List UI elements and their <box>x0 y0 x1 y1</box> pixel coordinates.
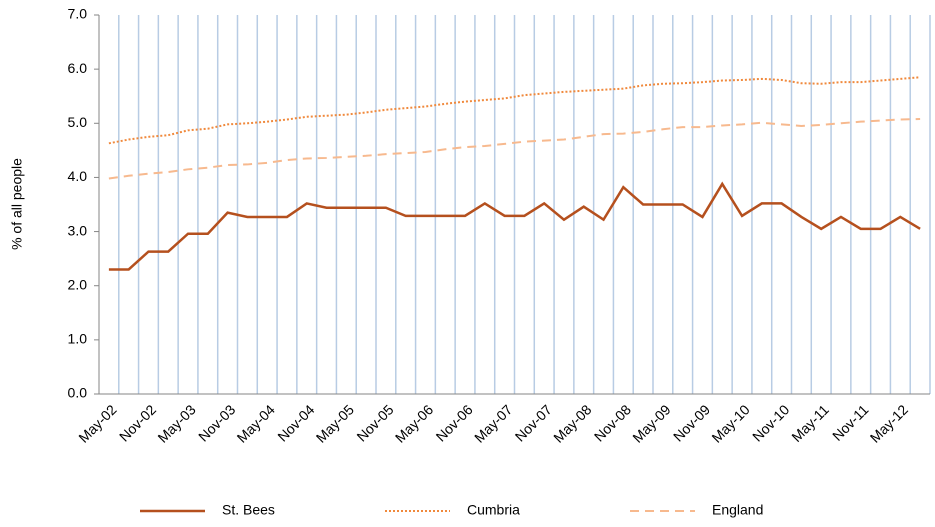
x-tick-label: May-12 <box>867 401 911 445</box>
y-tick-label: 4.0 <box>68 168 88 184</box>
x-tick-label: May-09 <box>629 401 673 445</box>
x-tick-label: May-07 <box>471 401 515 445</box>
y-axis-label: % of all people <box>9 158 25 250</box>
y-tick-label: 6.0 <box>68 60 88 76</box>
x-tick-label: Nov-03 <box>195 401 238 444</box>
series-line <box>108 117 921 180</box>
x-tick-label: Nov-10 <box>749 401 792 444</box>
x-tick-label: May-08 <box>550 401 594 445</box>
legend-label: England <box>712 502 763 518</box>
x-tick-label: Nov-07 <box>512 401 555 444</box>
x-tick-label: May-06 <box>392 401 436 445</box>
x-tick-label: Nov-09 <box>670 401 713 444</box>
series-line <box>108 76 921 145</box>
y-tick-label: 1.0 <box>68 331 88 347</box>
x-tick-label: May-11 <box>788 401 832 445</box>
x-tick-label: May-04 <box>234 401 278 445</box>
x-tick-label: May-02 <box>75 401 119 445</box>
x-tick-label: May-05 <box>313 401 357 445</box>
y-tick-label: 3.0 <box>68 222 88 238</box>
x-tick-label: Nov-02 <box>116 401 159 444</box>
x-tick-label: May-03 <box>154 401 198 445</box>
series-line <box>108 181 921 271</box>
x-tick-label: Nov-06 <box>433 401 476 444</box>
legend-label: Cumbria <box>467 502 520 518</box>
legend-label: St. Bees <box>222 502 275 518</box>
y-tick-label: 7.0 <box>68 6 88 22</box>
x-tick-label: May-10 <box>708 401 752 445</box>
y-tick-label: 0.0 <box>68 385 88 401</box>
x-tick-label: Nov-08 <box>591 401 634 444</box>
x-tick-label: Nov-05 <box>353 401 396 444</box>
y-tick-label: 2.0 <box>68 276 88 292</box>
y-tick-label: 5.0 <box>68 114 88 130</box>
x-tick-label: Nov-04 <box>274 401 317 444</box>
x-tick-label: Nov-11 <box>829 401 872 444</box>
